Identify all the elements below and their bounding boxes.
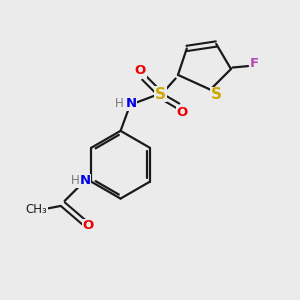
Text: N: N bbox=[125, 97, 136, 110]
Text: N: N bbox=[80, 174, 91, 188]
Text: H: H bbox=[70, 174, 79, 188]
Text: H: H bbox=[115, 97, 124, 110]
Text: S: S bbox=[155, 87, 166, 102]
Text: O: O bbox=[176, 106, 188, 119]
Text: CH₃: CH₃ bbox=[26, 203, 47, 216]
Text: O: O bbox=[135, 64, 146, 77]
Text: F: F bbox=[250, 57, 259, 70]
Text: O: O bbox=[82, 219, 94, 232]
Text: S: S bbox=[211, 87, 222, 102]
